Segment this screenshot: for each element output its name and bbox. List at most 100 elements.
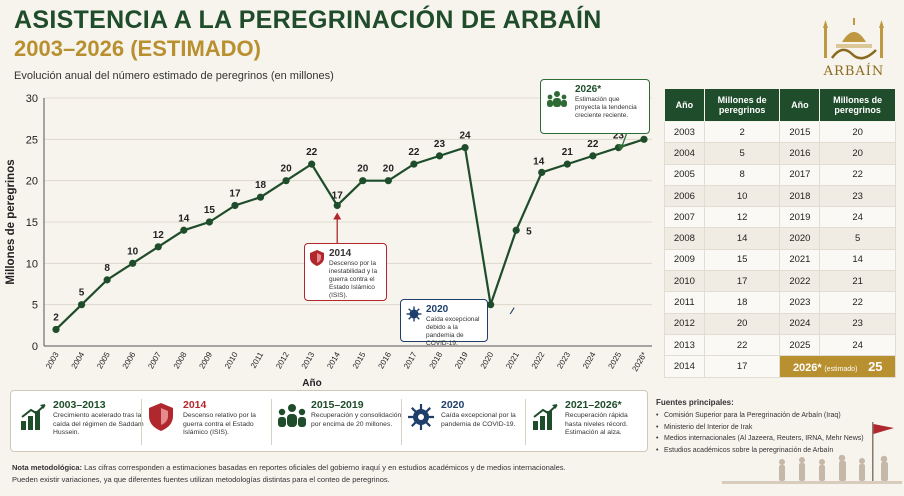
table-cell: 2 <box>703 120 781 144</box>
data-label: 8 <box>104 263 110 274</box>
data-point <box>282 177 290 185</box>
table-cell: 17 <box>703 270 781 293</box>
x-tick-label: 2024 <box>581 350 598 370</box>
y-tick-label: 30 <box>26 93 38 105</box>
x-tick-label: 2013 <box>300 350 317 370</box>
era-text: Crecimiento acelerado tras la caída del … <box>53 412 144 436</box>
table-cell: 2015 <box>779 120 821 144</box>
x-tick-label: 2018 <box>428 350 445 370</box>
table-cell: 2016 <box>779 142 821 165</box>
data-point <box>180 226 188 234</box>
data-label: 22 <box>587 139 599 150</box>
table-cell: 24 <box>819 206 896 229</box>
estimate-note: (estimado) <box>824 365 858 373</box>
logo-text: ARBAÍN <box>823 64 885 79</box>
table-cell: 12 <box>703 206 781 229</box>
estimate-year: 2026* <box>792 361 822 374</box>
callout-2014-text: Descenso por la inestabilidad y la guerr… <box>329 260 378 299</box>
y-tick-label: 15 <box>26 217 38 229</box>
table-cell: 24 <box>819 333 896 357</box>
table-cell: 23 <box>819 184 896 208</box>
data-label: 15 <box>204 205 216 216</box>
table-cell: 2005 <box>664 163 705 186</box>
data-label: 24 <box>459 131 471 142</box>
table-cell: 2010 <box>664 270 705 293</box>
table-cell: 2017 <box>779 163 821 186</box>
table-row: 2004 5 2016 20 <box>664 142 896 165</box>
x-tick-label: 2010 <box>223 350 240 370</box>
table-cell: 2024 <box>779 312 821 335</box>
callout-2020: 2020 Caída excepcional debido a la pande… <box>400 299 488 347</box>
note-label: Nota metodológica: <box>12 463 83 472</box>
x-tick-label: 2011 <box>249 350 266 370</box>
era-card: 2021–2026* Recuperación rápida hasta niv… <box>531 399 645 445</box>
data-label: 18 <box>255 180 267 191</box>
data-label: 23 <box>434 139 446 150</box>
x-tick-label: 2005 <box>95 350 112 370</box>
data-label: 22 <box>306 147 318 158</box>
table-cell: 2018 <box>779 184 821 208</box>
data-point <box>563 160 571 168</box>
x-tick-label: 2003 <box>44 350 61 370</box>
data-label: 14 <box>178 213 190 224</box>
table-cell: 2003 <box>664 120 705 144</box>
data-point <box>205 218 213 226</box>
callout-2026-text: Estimación que proyecta la tendencia cre… <box>575 96 637 119</box>
table-cell: 2007 <box>664 206 705 229</box>
x-tick-label: 2022 <box>530 350 547 370</box>
table-cell: 23 <box>819 312 896 335</box>
chart-subtitle: Evolución anual del número estimado de p… <box>14 70 334 82</box>
table-row: 2008 14 2020 5 <box>664 227 896 250</box>
y-axis-title: Millones de peregrinos <box>5 159 17 284</box>
era-title: 2003–2013 <box>53 399 106 411</box>
virus-icon <box>406 306 422 325</box>
table-header-millions: Millones de peregrinos <box>819 88 896 122</box>
table-header-year: Año <box>779 88 821 122</box>
x-tick-label: 2007 <box>146 350 163 370</box>
table-cell: 2019 <box>779 206 821 229</box>
data-label: 23 <box>613 131 625 142</box>
shield-icon <box>149 403 173 436</box>
y-tick-label: 20 <box>26 176 38 188</box>
callout-arrowhead <box>617 143 626 151</box>
table-cell: 2023 <box>779 291 821 314</box>
table-cell: 20 <box>703 312 781 335</box>
y-tick-label: 10 <box>26 258 38 270</box>
x-tick-label: 2015 <box>351 350 368 370</box>
x-tick-label: 2004 <box>70 350 87 370</box>
callout-arrowhead <box>333 212 342 220</box>
estimate-cell: 2026* (estimado) 25 <box>779 355 896 378</box>
era-card: 2003–2013 Crecimiento acelerado tras la … <box>19 399 144 445</box>
people-icon <box>546 90 568 113</box>
table-cell: 2006 <box>664 184 705 208</box>
table-cell: 8 <box>703 163 781 186</box>
data-point <box>461 144 469 152</box>
data-label: 17 <box>332 190 344 201</box>
x-tick-label: 2023 <box>555 350 572 370</box>
data-point <box>333 201 341 210</box>
table-cell: 2025 <box>779 333 821 357</box>
divider <box>525 399 526 445</box>
data-label: 20 <box>383 164 395 175</box>
sources-list: Comisión Superior para la Peregrinación … <box>656 412 876 454</box>
table-row: 2006 10 2018 23 <box>664 184 896 208</box>
callout-arrow <box>509 307 515 315</box>
x-tick-label: 2006 <box>121 350 138 370</box>
x-tick-label: 2017 <box>402 350 419 370</box>
table-cell: 2014 <box>664 355 705 378</box>
era-card: 2014 Descenso relativo por la guerra con… <box>149 399 267 445</box>
data-point <box>384 177 392 185</box>
data-label: 22 <box>408 147 420 158</box>
table-cell: 20 <box>819 120 896 144</box>
eras-strip: 2003–2013 Crecimiento acelerado tras la … <box>10 390 648 452</box>
era-text: Recuperación rápida hasta niveles récord… <box>565 412 628 436</box>
era-text: Recuperación y consolidación por encima … <box>311 412 402 428</box>
era-card: 2015–2019 Recuperación y consolidación p… <box>277 399 401 445</box>
callout-2014: 2014 Descenso por la inestabilidad y la … <box>304 243 387 301</box>
table-cell: 2008 <box>664 227 705 250</box>
divider <box>141 399 142 445</box>
x-tick-label: 2008 <box>172 350 189 370</box>
table-header-year: Año <box>664 88 705 122</box>
x-tick-label: 2021 <box>504 350 521 370</box>
